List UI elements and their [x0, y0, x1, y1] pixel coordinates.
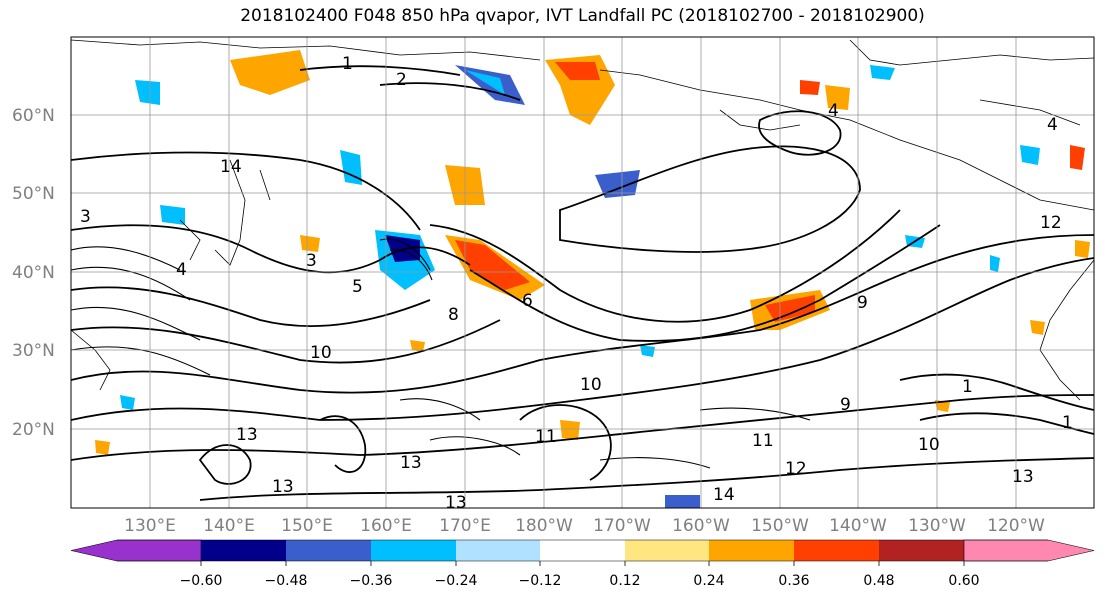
contour-label: 4: [828, 101, 839, 121]
lon-label: 150°E: [281, 516, 333, 536]
colorbar-tick-label: −0.60: [180, 573, 223, 589]
contour-label: 8: [448, 305, 459, 325]
colorbar-tick-label: 0.12: [609, 573, 640, 589]
contour-label: 13: [445, 493, 467, 513]
contour-label: 1: [342, 54, 353, 74]
colorbar-segment: [879, 540, 964, 561]
colorbar-tick-label: 0.60: [948, 573, 979, 589]
colorbar-tick-label: −0.12: [519, 573, 562, 589]
contour-label: 11: [535, 427, 557, 447]
contour-label: 10: [918, 435, 940, 455]
colorbar-segment: [794, 540, 879, 561]
contour-label: 9: [857, 293, 868, 313]
contour-label: 5: [352, 277, 363, 297]
lat-label: 30°N: [12, 341, 55, 361]
colorbar-segment: [625, 540, 709, 561]
contour-label: 13: [1012, 467, 1034, 487]
colorbar-segment: [201, 540, 286, 561]
contour-label: 3: [306, 251, 317, 271]
colorbar-tick-label: 0.24: [693, 573, 724, 589]
lon-label: 170°W: [593, 516, 651, 536]
lon-label: 170°E: [439, 516, 491, 536]
colorbar-ticks: [200, 561, 965, 566]
contour-label: 6: [522, 291, 533, 311]
contour-label: 1: [1062, 413, 1073, 433]
contour-label: 10: [580, 375, 602, 395]
latitude-labels: 60°N 50°N 40°N 30°N 20°N: [12, 106, 55, 440]
colorbar-segment: [709, 540, 794, 561]
lon-label: 130°W: [908, 516, 966, 536]
colorbar-tick-label: −0.24: [435, 573, 478, 589]
lat-label: 20°N: [12, 420, 55, 440]
contour-label: 14: [220, 157, 242, 177]
contour-label: 12: [785, 459, 807, 479]
colorbar: −0.60 −0.48 −0.36 −0.24 −0.12 0.12 0.24 …: [70, 539, 1095, 589]
contour-labels: 1 2 4 4 3 14 4 3 5 6 8 9 10 11 12 13 13 …: [80, 54, 1073, 513]
lon-label: 180°W: [515, 516, 573, 536]
lat-label: 40°N: [12, 263, 55, 283]
contour-label: 1: [962, 377, 973, 397]
colorbar-segment: [371, 540, 456, 561]
map-title: 2018102400 F048 850 hPa qvapor, IVT Land…: [240, 6, 925, 26]
lon-label: 130°E: [124, 516, 176, 536]
lon-label: 140°E: [203, 516, 255, 536]
contour-label: 14: [713, 485, 735, 505]
map-frame: [70, 36, 1095, 509]
longitude-labels: 130°E 140°E 150°E 160°E 170°E 180°W 170°…: [124, 516, 1045, 536]
contour-label: 9: [840, 395, 851, 415]
lon-label: 150°W: [751, 516, 809, 536]
lon-label: 140°W: [829, 516, 887, 536]
colorbar-segment: [540, 540, 625, 561]
colorbar-segment: [70, 539, 202, 562]
graticule: [71, 37, 1094, 508]
contour-label: 13: [400, 453, 422, 473]
colorbar-tick-label: 0.48: [863, 573, 894, 589]
ivt-contours-thin: [71, 238, 811, 469]
colorbar-tick-label: −0.36: [350, 573, 393, 589]
colorbar-tick-label: −0.48: [265, 573, 308, 589]
contour-label: 4: [176, 260, 187, 280]
lon-label: 120°W: [987, 516, 1045, 536]
lon-label: 160°W: [672, 516, 730, 536]
lat-label: 50°N: [12, 184, 55, 204]
colorbar-segment: [456, 540, 540, 561]
contour-label: 11: [752, 431, 774, 451]
colorbar-tick-label: 0.36: [778, 573, 809, 589]
lon-label: 160°E: [360, 516, 412, 536]
contour-label: 2: [396, 70, 407, 90]
colorbar-segment: [963, 539, 1095, 562]
contour-label: 12: [1040, 213, 1062, 233]
contour-label: 13: [272, 477, 294, 497]
colorbar-segment: [286, 540, 371, 561]
contour-label: 4: [1047, 115, 1058, 135]
ivt-contours: [71, 65, 1094, 501]
lat-label: 60°N: [12, 106, 55, 126]
contour-label: 13: [236, 425, 258, 445]
contour-label: 3: [80, 207, 91, 227]
contour-label: 10: [310, 343, 332, 363]
